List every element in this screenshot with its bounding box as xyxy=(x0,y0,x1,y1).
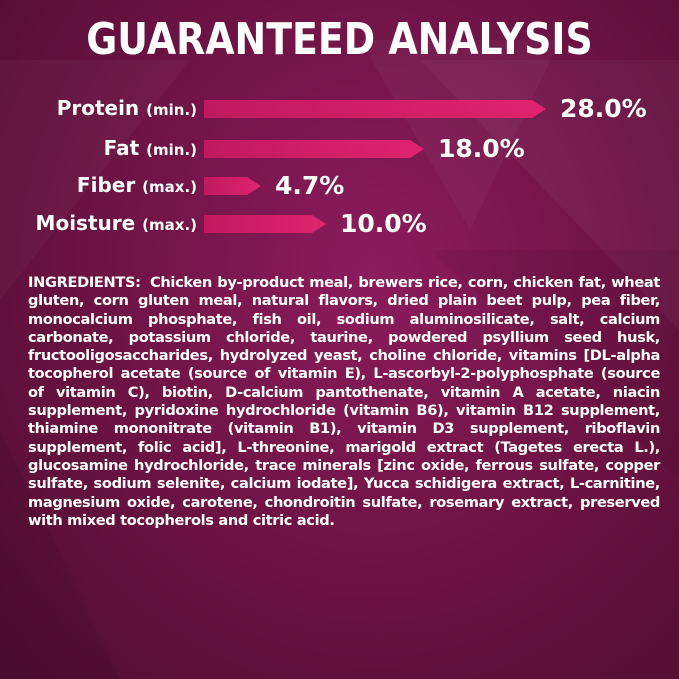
analysis-row-protein: Protein (min.) 28.0% xyxy=(0,94,679,124)
analysis-bar xyxy=(204,215,326,233)
ingredients-text: Chicken by-product meal, brewers rice, c… xyxy=(28,274,660,529)
nutrient-label: Fiber (max.) xyxy=(77,173,197,197)
analysis-value: 28.0% xyxy=(560,94,647,123)
analysis-row-fat: Fat (min.) 18.0% xyxy=(0,134,679,164)
page-title: GUARANTEED ANALYSIS xyxy=(86,14,593,65)
ingredients-heading: INGREDIENTS: xyxy=(28,274,141,291)
analysis-value: 10.0% xyxy=(340,209,427,238)
analysis-bar xyxy=(204,177,261,195)
nutrient-qualifier: (max.) xyxy=(142,178,197,196)
analysis-row-fiber: Fiber (max.) 4.7% xyxy=(0,171,679,201)
nutrient-name: Fat xyxy=(103,136,140,160)
analysis-bar xyxy=(204,100,546,118)
nutrient-qualifier: (max.) xyxy=(142,216,197,234)
analysis-bar xyxy=(204,140,424,158)
nutrient-label: Fat (min.) xyxy=(104,136,197,160)
analysis-value: 4.7% xyxy=(275,171,345,200)
nutrient-qualifier: (min.) xyxy=(146,141,197,159)
analysis-row-moisture: Moisture (max.) 10.0% xyxy=(0,209,679,239)
nutrient-qualifier: (min.) xyxy=(146,101,197,119)
ingredients-list: INGREDIENTS: Chicken by-product meal, br… xyxy=(28,274,660,530)
analysis-value: 18.0% xyxy=(438,134,525,163)
nutrient-label: Moisture (max.) xyxy=(36,211,197,235)
nutrient-name: Protein xyxy=(56,96,140,120)
nutrient-label: Protein (min.) xyxy=(57,96,197,120)
nutrient-name: Moisture xyxy=(35,211,136,235)
nutrient-name: Fiber xyxy=(76,173,136,197)
